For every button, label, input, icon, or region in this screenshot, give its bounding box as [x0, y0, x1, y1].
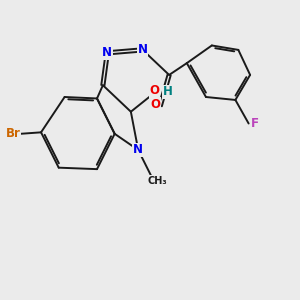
Text: Br: Br — [6, 127, 20, 140]
Text: O: O — [149, 84, 159, 97]
Text: F: F — [250, 117, 259, 130]
Text: N: N — [133, 143, 143, 157]
Text: CH₃: CH₃ — [148, 176, 167, 186]
Text: O: O — [150, 98, 160, 111]
Text: N: N — [138, 44, 148, 56]
Text: N: N — [102, 46, 112, 59]
Text: H: H — [163, 85, 173, 98]
